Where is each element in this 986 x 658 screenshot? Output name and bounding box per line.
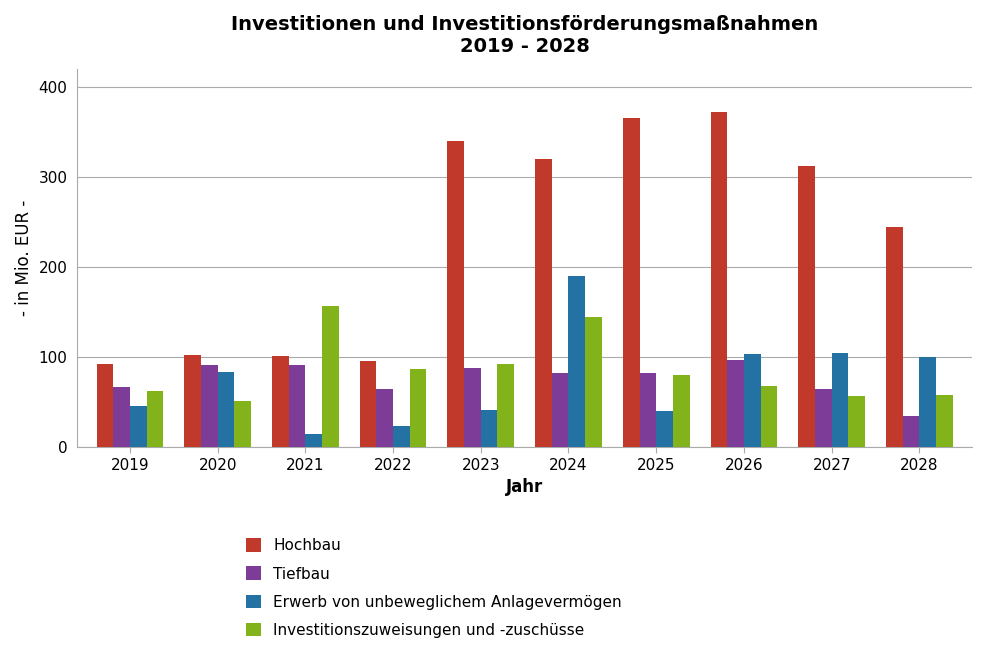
Bar bbox=[272, 357, 288, 447]
Bar bbox=[130, 406, 147, 447]
Bar bbox=[814, 389, 831, 447]
Bar bbox=[234, 401, 250, 447]
Bar bbox=[447, 141, 463, 447]
Bar bbox=[885, 228, 902, 447]
X-axis label: Jahr: Jahr bbox=[506, 478, 542, 496]
Bar bbox=[672, 375, 689, 447]
Bar bbox=[376, 389, 392, 447]
Bar bbox=[321, 306, 338, 447]
Bar bbox=[568, 276, 585, 447]
Bar bbox=[727, 360, 743, 447]
Bar bbox=[288, 365, 305, 447]
Bar bbox=[710, 112, 727, 447]
Bar bbox=[551, 374, 568, 447]
Bar bbox=[639, 374, 656, 447]
Bar bbox=[798, 166, 814, 447]
Bar bbox=[656, 411, 672, 447]
Bar bbox=[831, 353, 847, 447]
Legend: Hochbau, Tiefbau, Erwerb von unbeweglichem Anlagevermögen, Investitionszuweisung: Hochbau, Tiefbau, Erwerb von unbeweglich… bbox=[246, 538, 621, 638]
Bar bbox=[147, 391, 163, 447]
Bar bbox=[585, 316, 601, 447]
Bar bbox=[392, 426, 409, 447]
Bar bbox=[409, 369, 426, 447]
Bar bbox=[847, 396, 864, 447]
Bar bbox=[201, 365, 217, 447]
Bar bbox=[902, 416, 918, 447]
Bar bbox=[935, 395, 951, 447]
Y-axis label: - in Mio. EUR -: - in Mio. EUR - bbox=[15, 200, 33, 316]
Bar bbox=[113, 387, 130, 447]
Bar bbox=[97, 364, 113, 447]
Bar bbox=[622, 118, 639, 447]
Bar bbox=[217, 372, 234, 447]
Bar bbox=[760, 386, 777, 447]
Bar bbox=[359, 361, 376, 447]
Bar bbox=[305, 434, 321, 447]
Bar bbox=[480, 409, 497, 447]
Bar bbox=[534, 159, 551, 447]
Title: Investitionen und Investitionsförderungsmaßnahmen
2019 - 2028: Investitionen und Investitionsförderungs… bbox=[231, 15, 817, 56]
Bar bbox=[463, 368, 480, 447]
Bar bbox=[743, 353, 760, 447]
Bar bbox=[497, 364, 514, 447]
Bar bbox=[184, 355, 201, 447]
Bar bbox=[918, 357, 935, 447]
